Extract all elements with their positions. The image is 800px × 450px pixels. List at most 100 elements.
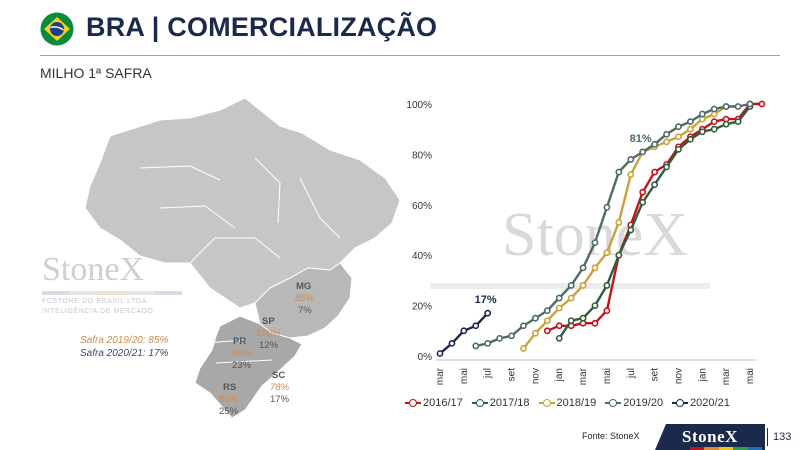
legend-swatch [605, 398, 622, 408]
data-point [639, 188, 647, 196]
page-number: 133 [773, 431, 792, 443]
x-tick-label: jan [554, 368, 565, 382]
data-point [591, 239, 599, 246]
legend-swatch-marker [609, 399, 618, 407]
svg-text:PR: PR [233, 336, 246, 347]
legend-swatch-marker [542, 399, 551, 407]
data-point [567, 282, 575, 289]
data-point [555, 294, 563, 302]
stonex-logo: StoneX [655, 424, 765, 450]
legend-swatch [405, 398, 421, 408]
data-point [484, 339, 492, 347]
data-point [639, 198, 647, 206]
x-tick-label: mai [459, 368, 470, 384]
y-tick-label: 80% [412, 150, 432, 161]
sales-progress-chart: StoneX 0% 20% 40% 60% 80% 100% mar mai jul set nov j… [406, 100, 766, 385]
header-divider [40, 55, 780, 56]
svg-text:7%: 7% [298, 305, 312, 316]
data-point [615, 168, 623, 176]
state-borders [139, 157, 341, 364]
svg-text:100%: 100% [256, 328, 281, 339]
data-point [734, 103, 742, 110]
annotation-label: 81% [630, 133, 652, 145]
x-tick-label: mar [578, 367, 589, 385]
data-point [698, 128, 706, 136]
brazil-flag-icon [40, 12, 74, 46]
source-note: Fonte: StoneX [582, 431, 640, 441]
data-point [543, 317, 551, 325]
legend-item: 2020/21 [672, 397, 730, 409]
data-point [686, 135, 694, 143]
watermark-line2: INTELIGÊNCIA DE MERCADO [42, 308, 154, 315]
data-point [591, 302, 599, 309]
data-point [555, 304, 563, 312]
data-point [675, 123, 682, 131]
data-point [615, 251, 623, 259]
legend-item: 2016/17 [405, 397, 463, 409]
x-tick-label: mai [745, 368, 756, 384]
state-label-sc: SC 78% 17% [270, 370, 290, 405]
legend-item: 2019/20 [605, 397, 663, 409]
svg-text:12%: 12% [259, 340, 279, 351]
legend-item: 2017/18 [471, 397, 530, 409]
data-point [520, 345, 527, 352]
data-point [567, 294, 575, 302]
x-tick-label: set [507, 368, 518, 382]
data-point [555, 334, 563, 342]
x-tick-label: jul [483, 368, 494, 379]
watermark-brand: StoneX [42, 251, 144, 288]
data-point [603, 307, 611, 315]
data-point [543, 327, 551, 335]
data-point [746, 100, 754, 108]
data-point [734, 118, 742, 126]
legend-label: 2018/19 [556, 397, 597, 409]
x-tick-label: mar [435, 367, 446, 385]
data-point [436, 350, 444, 357]
data-point [579, 314, 587, 322]
data-point [651, 140, 659, 148]
data-point [579, 264, 587, 272]
x-tick-label: nov [530, 368, 541, 384]
data-point [758, 100, 766, 108]
watermark-line1: FCSTONE DO BRASIL LTDA. [42, 298, 150, 305]
data-point [591, 264, 599, 272]
legend-label: 2020/21 [690, 397, 730, 409]
svg-text:17%: 17% [270, 394, 290, 405]
data-point [627, 226, 635, 234]
y-tick-label: 60% [412, 201, 432, 212]
state-label-rs: RS 80% 25% [219, 382, 239, 417]
data-point [710, 118, 718, 126]
data-point [555, 322, 563, 330]
data-point [675, 145, 682, 153]
data-point [496, 334, 504, 342]
x-tick-label: mai [602, 368, 613, 384]
data-point [508, 332, 515, 340]
legend-swatch [538, 398, 555, 408]
svg-text:85%: 85% [295, 293, 315, 304]
data-point [591, 319, 599, 327]
annotation-label: 17% [475, 294, 497, 306]
data-point [603, 282, 611, 289]
svg-text:80%: 80% [219, 394, 239, 405]
legend-label: 2019/20 [623, 397, 664, 409]
x-tick-label: jan [697, 368, 708, 382]
data-point [722, 120, 730, 128]
logo-stripes [690, 447, 763, 450]
data-point [460, 327, 468, 335]
x-tick-label: nov [673, 368, 684, 384]
data-point [710, 105, 718, 113]
svg-text:MG: MG [296, 281, 311, 292]
brazil-map: MG 85% 7% SP 100% 12% PR 90% 23% SC 78% … [84, 97, 401, 419]
data-point [472, 342, 480, 350]
svg-text:23%: 23% [232, 360, 252, 371]
data-point [663, 138, 670, 146]
svg-text:SC: SC [272, 370, 285, 381]
data-point [472, 322, 480, 330]
data-point [448, 339, 456, 347]
data-point [603, 249, 611, 257]
legend-swatch-marker [676, 399, 685, 407]
data-point [543, 307, 551, 315]
data-point [663, 163, 670, 171]
y-tick-label: 40% [412, 251, 432, 262]
data-point [484, 309, 492, 317]
